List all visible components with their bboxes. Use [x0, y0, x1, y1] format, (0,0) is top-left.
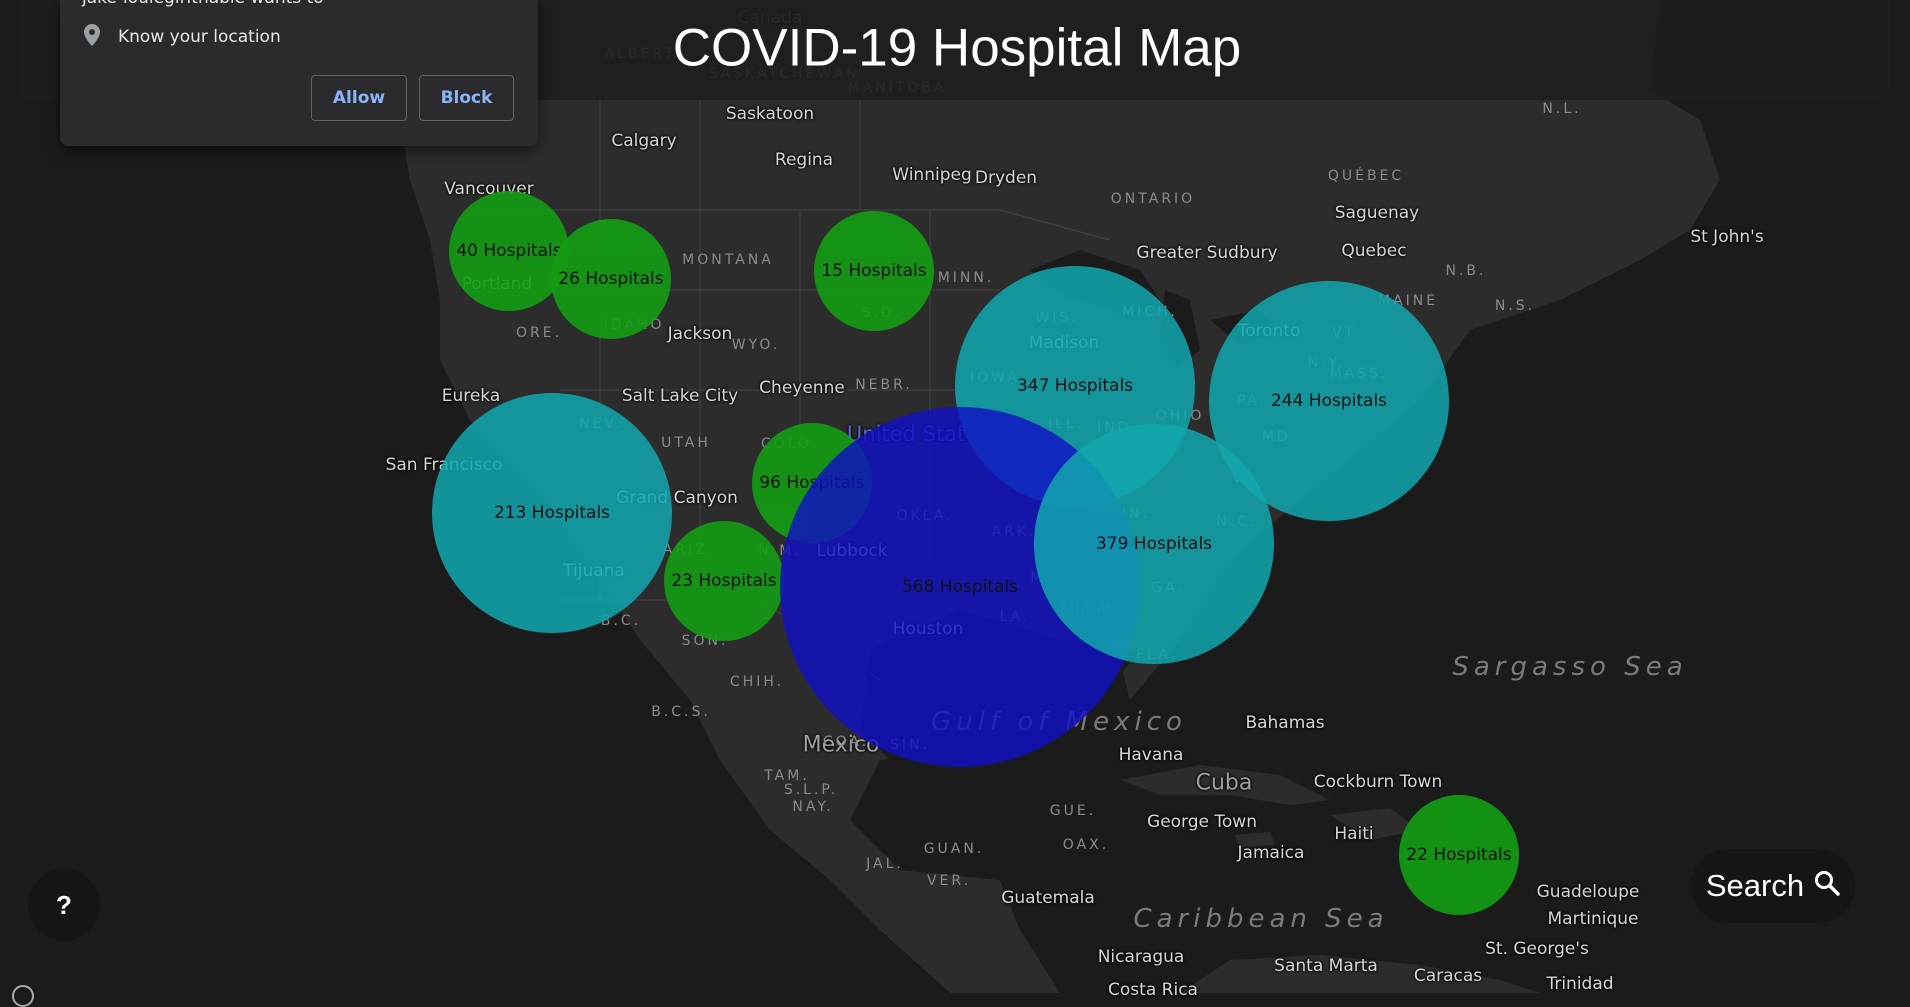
hospital-cluster[interactable]: 22 Hospitals — [1399, 795, 1519, 915]
map-water-label: Caribbean Sea — [1133, 904, 1389, 934]
map-region-label: MINN. — [937, 270, 995, 286]
map-region-label: N.S. — [1494, 298, 1536, 314]
map-place-label: Bahamas — [1245, 713, 1325, 733]
search-label: Search — [1705, 868, 1805, 903]
south-america-land — [1180, 955, 1540, 993]
location-permission-popup: jake-louiegirlthable wants to Know your … — [60, 0, 538, 146]
map-place-label: Santa Marta — [1274, 956, 1378, 976]
map-region-label: OAX. — [1062, 837, 1110, 853]
corner-indicator — [12, 985, 34, 1007]
hospital-cluster[interactable]: 40 Hospitals — [449, 191, 569, 311]
page-title: COVID-19 Hospital Map — [672, 18, 1242, 78]
block-button[interactable]: Block — [419, 75, 514, 121]
hispaniola-island — [1330, 808, 1420, 840]
help-button[interactable]: ? — [28, 869, 100, 941]
hospital-cluster[interactable]: 213 Hospitals — [432, 393, 672, 633]
cluster-label: 15 Hospitals — [821, 261, 927, 281]
map-place-label: Jamaica — [1237, 843, 1305, 863]
map-place-label: Quebec — [1341, 241, 1407, 261]
permission-request-text: Know your location — [118, 27, 281, 47]
map-place-label: Nicaragua — [1097, 947, 1185, 967]
map-region-label: B.C.S. — [651, 704, 711, 720]
map-place-label: Caracas — [1413, 966, 1483, 986]
hospital-cluster[interactable]: 15 Hospitals — [814, 211, 934, 331]
cluster-label: 23 Hospitals — [671, 571, 777, 591]
map-region-label: NEBR. — [855, 377, 913, 393]
map-place-label: Cheyenne — [759, 378, 845, 398]
map-region-label: COA. — [822, 734, 870, 750]
map-region-label: TAM. — [764, 768, 810, 784]
map-place-label: Dryden — [974, 168, 1038, 188]
cluster-label: 379 Hospitals — [1095, 534, 1213, 554]
map-water-label: Sargasso Sea — [1452, 652, 1688, 682]
map-region-label: S.L.P. — [783, 782, 839, 798]
cluster-label: 213 Hospitals — [493, 503, 611, 523]
hospital-cluster[interactable]: 26 Hospitals — [551, 219, 671, 339]
map-place-label: Guadeloupe — [1536, 882, 1640, 902]
search-button[interactable]: Search — [1691, 849, 1855, 923]
map-region-label: JAL. — [866, 856, 904, 872]
map-place-label: Calgary — [611, 131, 677, 151]
hospital-cluster[interactable]: 23 Hospitals — [664, 521, 784, 641]
map-region-label: QUÉBEC — [1327, 168, 1405, 184]
cluster-label: 22 Hospitals — [1406, 845, 1512, 865]
map-region-label: N.L. — [1542, 101, 1582, 117]
cluster-label: 26 Hospitals — [558, 269, 664, 289]
jamaica-island — [1235, 832, 1275, 847]
cluster-label: 244 Hospitals — [1270, 391, 1388, 411]
map-place-label: Winnipeg — [892, 165, 972, 185]
map-region-label: VER. — [926, 873, 972, 889]
map-place-label: St John's — [1690, 227, 1764, 247]
map-place-label: Saguenay — [1334, 203, 1420, 223]
location-pin-icon — [84, 24, 100, 50]
cluster-label: 347 Hospitals — [1016, 376, 1134, 396]
map-place-label: George Town — [1147, 812, 1257, 832]
map-place-label: Costa Rica — [1108, 980, 1198, 1000]
map-region-label: CHIH. — [729, 674, 785, 690]
cluster-label: 568 Hospitals — [901, 577, 1019, 597]
map-region-label: GUE. — [1049, 803, 1097, 819]
map-region-label: NAY. — [792, 799, 834, 815]
map-region-label: WYO. — [731, 337, 781, 353]
map-place-label: Havana — [1118, 745, 1184, 765]
map-place-label: Greater Sudbury — [1136, 243, 1278, 263]
map-region-label: UTAH — [661, 435, 711, 451]
map-place-label: Jackson — [667, 324, 733, 344]
map-place-label: Cockburn Town — [1313, 772, 1443, 792]
map-place-label: Eureka — [441, 386, 501, 406]
hospital-cluster[interactable]: 379 Hospitals — [1034, 424, 1274, 664]
search-icon — [1814, 868, 1840, 904]
map-region-label: MONTANA — [682, 252, 774, 268]
map-place-label: Salt Lake City — [621, 386, 739, 406]
map-region-label: N.B. — [1445, 263, 1487, 279]
permission-request-row: Know your location — [84, 24, 281, 50]
map-place-label: St. George's — [1485, 939, 1589, 959]
cuba-island — [1120, 765, 1330, 805]
map-region-label: ORE. — [515, 325, 563, 341]
map-place-label: Martinique — [1547, 909, 1639, 929]
map-place-label: Cuba — [1195, 770, 1253, 796]
cluster-label: 40 Hospitals — [456, 241, 562, 261]
map-place-label: Trinidad — [1546, 974, 1614, 994]
map-place-label: Saskatoon — [725, 104, 815, 124]
map-region-label: GUAN. — [923, 841, 985, 857]
newfoundland-island — [1600, 170, 1690, 250]
permission-origin: jake-louiegirlthable wants to — [82, 0, 324, 8]
map-place-label: Haiti — [1334, 824, 1374, 844]
map-place-label: Guatemala — [1001, 888, 1095, 908]
map-place-label: Regina — [774, 150, 834, 170]
map-region-label: ONTARIO — [1110, 191, 1196, 207]
allow-button[interactable]: Allow — [311, 75, 407, 121]
